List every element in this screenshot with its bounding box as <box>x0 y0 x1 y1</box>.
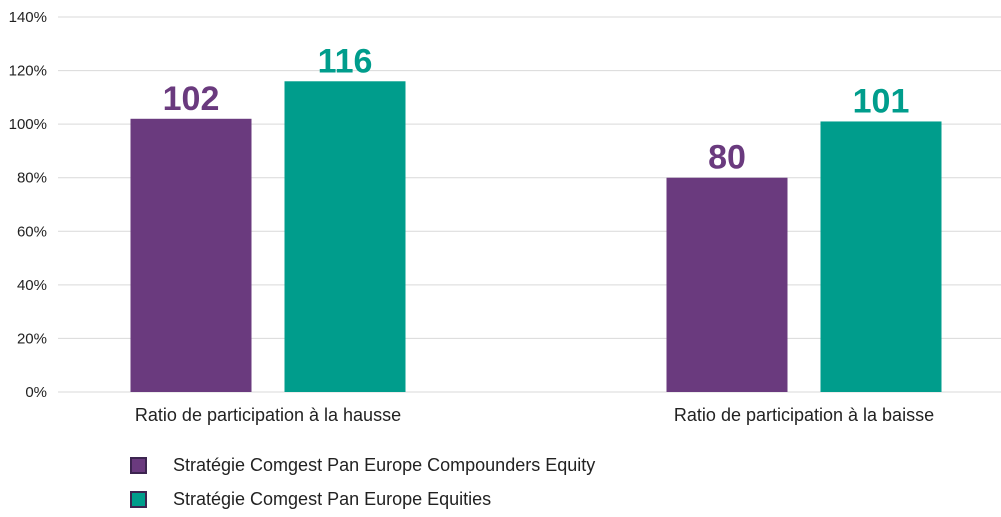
x-category-label: Ratio de participation à la baisse <box>674 405 934 425</box>
y-tick-label: 0% <box>25 384 47 401</box>
data-label: 80 <box>708 139 746 177</box>
bars <box>130 81 942 393</box>
legend-label-equities: Stratégie Comgest Pan Europe Equities <box>173 488 492 509</box>
y-tick-label: 80% <box>17 170 47 187</box>
y-tick-label: 140% <box>9 9 47 26</box>
bar-chart: 0% 20% 40% 60% 80% 100% 120% 140% 102 116 80 101 R… <box>9 9 1001 425</box>
y-tick-label: 20% <box>17 330 47 347</box>
y-tick-label: 100% <box>9 116 47 133</box>
y-axis: 0% 20% 40% 60% 80% 100% 120% 140% <box>9 9 47 401</box>
data-label: 102 <box>163 80 220 118</box>
data-label: 116 <box>318 42 373 80</box>
legend-item-equities[interactable]: Stratégie Comgest Pan Europe Equities <box>130 482 595 516</box>
legend: Stratégie Comgest Pan Europe Compounders… <box>130 448 595 516</box>
legend-label-compounders: Stratégie Comgest Pan Europe Compounders… <box>173 454 596 475</box>
y-tick-label: 60% <box>17 223 47 240</box>
bar <box>130 118 252 393</box>
x-axis: Ratio de participation à la hausse Ratio … <box>135 405 934 425</box>
data-label: 101 <box>853 82 910 120</box>
legend-swatch-equities <box>130 490 147 508</box>
x-category-label: Ratio de participation à la hausse <box>135 405 401 425</box>
legend-swatch-compounders <box>130 456 147 474</box>
data-labels: 102 116 80 101 <box>163 42 910 176</box>
bar <box>820 121 942 392</box>
y-tick-label: 40% <box>17 277 47 294</box>
y-tick-label: 120% <box>9 63 47 80</box>
bar <box>284 81 406 393</box>
bar <box>666 177 788 392</box>
legend-item-compounders[interactable]: Stratégie Comgest Pan Europe Compounders… <box>130 448 595 482</box>
